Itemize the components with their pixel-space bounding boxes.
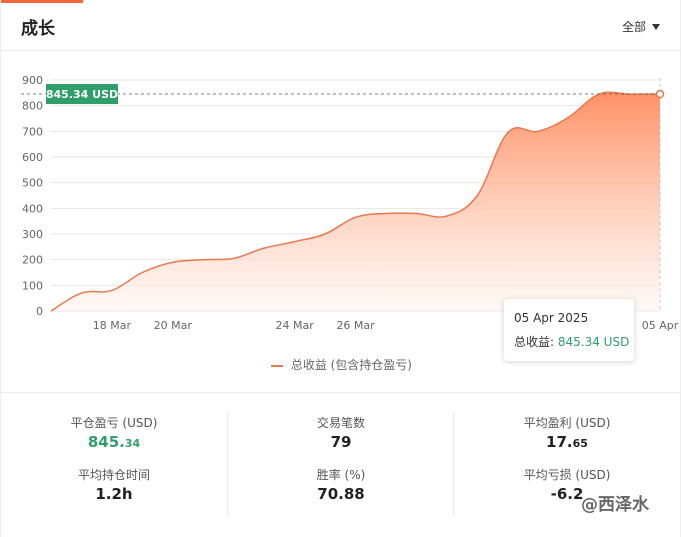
stat-avg-hold: 平均持仓时间 1.2h [1,458,227,510]
stats-panel: 平仓盈亏 (USD) 845.34 平均持仓时间 1.2h 交易笔数 79 胜率… [1,406,681,524]
legend-line-icon [270,364,283,367]
watermark: @西泽水 [581,495,649,515]
stat-closed-pnl: 平仓盈亏 (USD) 845.34 [1,406,227,458]
x-tick-label: 05 Apr [642,319,679,332]
caret-down-icon [652,23,660,30]
stat-avg-profit: 平均盈利 (USD) 17.65 [454,406,680,458]
y-tick-label: 900 [22,74,43,87]
series-line [50,91,661,312]
stat-trade-count: 交易笔数 79 [228,406,454,458]
column-separator [227,412,228,516]
stat-label: 平仓盈亏 (USD) [70,416,158,430]
card-header: 成长 全部 [1,0,681,51]
stat-value-main: 845. [87,433,125,451]
y-tick-label: 200 [22,254,43,267]
chart-tooltip: 05 Apr 2025 总收益: 845.34 USD [504,299,634,361]
area-fill [51,92,660,311]
section-divider [1,392,681,393]
card-title: 成长 [21,19,55,39]
range-filter-label: 全部 [621,20,646,34]
stat-label: 胜率 (%) [316,468,366,482]
stat-value: 79 [330,433,352,451]
tooltip-row: 总收益: 845.34 USD [514,333,629,350]
x-tick-label: 24 Mar [275,319,314,332]
y-tick-label: 600 [22,151,43,164]
stat-avg-loss: 平均亏损 (USD) -6.2 [454,458,680,510]
stat-value-decimals: 34 [124,437,141,450]
current-value-badge [46,84,118,105]
stat-value-decimals: 65 [572,437,588,450]
stat-value: 70.88 [317,485,365,503]
stat-value: 1.2h [95,485,133,503]
stat-win-rate: 胜率 (%) 70.88 [228,458,454,510]
stat-label: 平均持仓时间 [77,468,150,482]
y-tick-label: 500 [22,177,43,190]
range-filter-dropdown[interactable]: 全部 [622,18,660,35]
stat-value-main: 17. [546,433,573,451]
column-separator [453,412,454,516]
stats-column-3: 平均盈利 (USD) 17.65 平均亏损 (USD) -6.2 [454,406,680,518]
current-value-badge-text: 845.34 USD [46,88,118,101]
y-tick-label: 300 [22,228,43,241]
legend-label: 总收益 (包含持仓盈亏) [290,358,412,372]
x-tick-label: 18 Mar [93,319,132,332]
tooltip-label: 总收益: [514,335,555,349]
y-tick-label: 100 [22,279,43,292]
x-tick-label: 20 Mar [154,319,193,332]
tooltip-date: 05 Apr 2025 [514,311,589,325]
stat-value: -6.2 [550,485,584,503]
tooltip-value: 845.34 USD [557,335,630,349]
stat-label: 平均亏损 (USD) [523,468,611,482]
y-tick-label: 800 [22,100,43,113]
y-tick-label: 700 [22,125,43,138]
hover-point [655,89,665,99]
growth-chart[interactable]: 0 100 200 300 400 500 600 700 800 900 18 Mar 20 Mar… [1,52,681,392]
stat-value: 845.34 [1,433,227,453]
y-tick-label: 400 [22,202,43,215]
chart-legend[interactable]: 总收益 (包含持仓盈亏) [1,356,681,373]
stats-column-1: 平仓盈亏 (USD) 845.34 平均持仓时间 1.2h [1,406,227,518]
stat-value: 17.65 [454,433,680,453]
stat-label: 平均盈利 (USD) [523,416,611,430]
stats-column-2: 交易笔数 79 胜率 (%) 70.88 [228,406,454,518]
y-tick-label: 0 [36,305,43,318]
chart-svg: 0 100 200 300 400 500 600 700 800 900 18 Mar 20 Mar… [21,74,679,332]
x-tick-label: 26 Mar [336,319,375,332]
stat-label: 交易笔数 [316,416,365,430]
tab-accent-bar [1,0,83,3]
